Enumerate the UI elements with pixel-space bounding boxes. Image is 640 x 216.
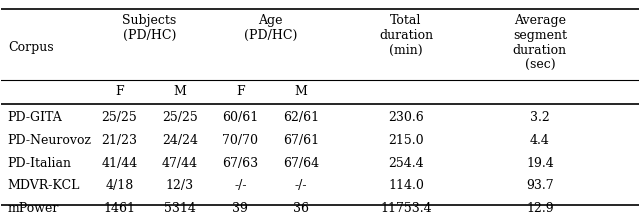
Text: PD-Italian: PD-Italian <box>8 157 72 170</box>
Text: 215.0: 215.0 <box>388 134 424 147</box>
Text: 67/63: 67/63 <box>222 157 259 170</box>
Text: Corpus: Corpus <box>8 41 53 54</box>
Text: F: F <box>236 86 244 98</box>
Text: F: F <box>115 86 124 98</box>
Text: 11753.4: 11753.4 <box>380 202 432 215</box>
Text: 47/44: 47/44 <box>162 157 198 170</box>
Text: 4/18: 4/18 <box>105 179 133 192</box>
Text: 25/25: 25/25 <box>101 111 137 124</box>
Text: 230.6: 230.6 <box>388 111 424 124</box>
Text: Subjects
(PD/HC): Subjects (PD/HC) <box>122 14 177 42</box>
Text: mPower: mPower <box>8 202 59 215</box>
Text: M: M <box>173 86 186 98</box>
Text: Average
segment
duration
(sec): Average segment duration (sec) <box>513 14 567 72</box>
Text: 254.4: 254.4 <box>388 157 424 170</box>
Text: 24/24: 24/24 <box>162 134 198 147</box>
Text: 3.2: 3.2 <box>530 111 550 124</box>
Text: 114.0: 114.0 <box>388 179 424 192</box>
Text: 60/61: 60/61 <box>222 111 259 124</box>
Text: 1461: 1461 <box>103 202 135 215</box>
Text: 4.4: 4.4 <box>530 134 550 147</box>
Text: 12/3: 12/3 <box>166 179 194 192</box>
Text: 93.7: 93.7 <box>526 179 554 192</box>
Text: 41/44: 41/44 <box>101 157 138 170</box>
Text: 67/64: 67/64 <box>283 157 319 170</box>
Text: 5314: 5314 <box>164 202 196 215</box>
Text: 62/61: 62/61 <box>283 111 319 124</box>
Text: -/-: -/- <box>294 179 307 192</box>
Text: Age
(PD/HC): Age (PD/HC) <box>244 14 297 42</box>
Text: 21/23: 21/23 <box>101 134 137 147</box>
Text: 12.9: 12.9 <box>526 202 554 215</box>
Text: PD-GITA: PD-GITA <box>8 111 63 124</box>
Text: 67/61: 67/61 <box>283 134 319 147</box>
Text: -/-: -/- <box>234 179 246 192</box>
Text: 25/25: 25/25 <box>162 111 198 124</box>
Text: 39: 39 <box>232 202 248 215</box>
Text: 19.4: 19.4 <box>526 157 554 170</box>
Text: PD-Neurovoz: PD-Neurovoz <box>8 134 92 147</box>
Text: Total
duration
(min): Total duration (min) <box>379 14 433 57</box>
Text: 36: 36 <box>293 202 309 215</box>
Text: MDVR-KCL: MDVR-KCL <box>8 179 80 192</box>
Text: M: M <box>294 86 307 98</box>
Text: 70/70: 70/70 <box>222 134 259 147</box>
